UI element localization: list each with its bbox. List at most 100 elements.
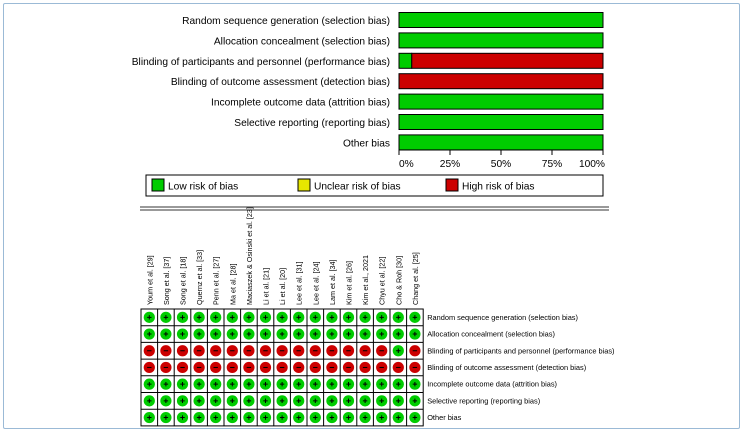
study-label: Li et al. [20] bbox=[278, 268, 287, 305]
plus-icon bbox=[329, 415, 335, 420]
domain-label: Blinding of outcome assessment (detectio… bbox=[427, 363, 586, 372]
plus-icon bbox=[329, 398, 335, 404]
category-label: Blinding of outcome assessment (detectio… bbox=[171, 77, 390, 88]
plus-icon bbox=[147, 398, 152, 404]
chart-legend: Low risk of bias Unclear risk of bias High… bbox=[145, 174, 604, 197]
plus-icon bbox=[279, 381, 285, 387]
study-label: Chyu et al. [22] bbox=[378, 257, 387, 305]
plus-icon bbox=[346, 398, 351, 404]
plus-icon bbox=[329, 381, 335, 387]
plus-icon bbox=[362, 381, 368, 387]
section-divider bbox=[140, 206, 609, 211]
domain-label: Random sequence generation (selection bi… bbox=[427, 313, 578, 322]
plus-icon bbox=[313, 415, 318, 420]
plus-icon bbox=[329, 331, 335, 337]
study-label: Chang et al. [25] bbox=[411, 252, 420, 305]
plus-icon bbox=[180, 398, 185, 404]
bar-segment bbox=[398, 12, 604, 28]
plus-icon bbox=[213, 415, 218, 420]
plus-icon bbox=[346, 331, 351, 337]
plus-icon bbox=[362, 415, 368, 420]
x-tick-label: 25% bbox=[440, 159, 460, 170]
plus-icon bbox=[362, 331, 368, 337]
plus-icon bbox=[396, 381, 401, 387]
plus-icon bbox=[379, 398, 384, 404]
study-label: Song et al. [18] bbox=[179, 257, 188, 305]
legend-box bbox=[145, 174, 604, 197]
plus-icon bbox=[412, 331, 418, 337]
plus-icon bbox=[346, 315, 351, 320]
plus-icon bbox=[163, 331, 169, 337]
plus-icon bbox=[296, 415, 301, 420]
plus-icon bbox=[246, 415, 252, 420]
figure-frame bbox=[3, 3, 740, 429]
plus-icon bbox=[163, 381, 169, 387]
plus-icon bbox=[230, 398, 235, 404]
plus-icon bbox=[230, 315, 235, 320]
study-label: Song et al. [37] bbox=[162, 257, 171, 305]
category-label: Incomplete outcome data (attrition bias) bbox=[211, 98, 390, 109]
bar-segment bbox=[398, 73, 604, 90]
risk-of-bias-table: Youm et al. [29] Song et al. [37] Song et … bbox=[140, 207, 615, 427]
plus-icon bbox=[346, 381, 351, 387]
plus-icon bbox=[213, 331, 218, 337]
plus-icon bbox=[263, 398, 268, 404]
study-label: Penn et al. [27] bbox=[212, 257, 221, 305]
plus-icon bbox=[263, 415, 268, 420]
plus-icon bbox=[396, 348, 401, 353]
legend-swatch bbox=[297, 178, 311, 192]
study-label: Ma et al. [28] bbox=[228, 263, 237, 305]
plus-icon bbox=[379, 381, 384, 387]
plus-icon bbox=[379, 415, 384, 420]
plus-icon bbox=[213, 315, 218, 320]
plus-icon bbox=[412, 381, 418, 387]
category-label: Random sequence generation (selection bi… bbox=[182, 16, 390, 27]
plus-icon bbox=[412, 315, 418, 320]
legend-swatch bbox=[445, 178, 459, 192]
plus-icon bbox=[296, 398, 301, 404]
plus-icon bbox=[263, 381, 268, 387]
plus-icon bbox=[230, 331, 235, 337]
bar-segment bbox=[398, 114, 604, 130]
plus-icon bbox=[296, 315, 301, 320]
study-label: Lee et al. [31] bbox=[295, 261, 304, 305]
legend-label: Unclear risk of bias bbox=[314, 182, 401, 193]
plus-icon bbox=[313, 315, 318, 320]
category-label: Other bias bbox=[343, 138, 390, 149]
study-label: Lam et al. [34] bbox=[328, 259, 337, 305]
plus-icon bbox=[147, 315, 152, 320]
bar-segment bbox=[411, 52, 604, 69]
plus-icon bbox=[180, 315, 185, 320]
study-label: Li et al. [21] bbox=[262, 268, 271, 305]
plus-icon bbox=[196, 315, 202, 320]
plus-icon bbox=[396, 398, 401, 404]
plus-icon bbox=[379, 331, 384, 337]
study-label: Quernz et al. [33] bbox=[195, 250, 204, 305]
plus-icon bbox=[279, 415, 285, 420]
domain-label: Blinding of participants and personnel (… bbox=[427, 346, 614, 355]
risk-of-bias-summary-chart: Random sequence generation (selection bi… bbox=[132, 12, 605, 170]
study-label: Youm et al. [29] bbox=[145, 255, 154, 305]
plus-icon bbox=[296, 381, 301, 387]
plus-icon bbox=[362, 398, 368, 404]
plus-icon bbox=[396, 415, 401, 420]
plus-icon bbox=[246, 315, 252, 320]
domain-label: Selective reporting (reporting bias) bbox=[427, 396, 540, 405]
category-label: Blinding of participants and personnel (… bbox=[132, 57, 390, 68]
plus-icon bbox=[147, 415, 152, 420]
plus-icon bbox=[313, 381, 318, 387]
study-label: Maciaszek & Osinski et al. [23] bbox=[245, 207, 254, 305]
x-tick-label: 0% bbox=[399, 159, 414, 170]
study-label: Cho & Roh [30] bbox=[394, 256, 403, 305]
category-label: Selective reporting (reporting bias) bbox=[234, 118, 390, 129]
plus-icon bbox=[213, 381, 218, 387]
x-tick-label: 50% bbox=[491, 159, 511, 170]
plus-icon bbox=[346, 415, 351, 420]
plus-icon bbox=[196, 381, 202, 387]
legend-label: Low risk of bias bbox=[168, 182, 238, 193]
plus-icon bbox=[246, 331, 252, 337]
plus-icon bbox=[263, 315, 268, 320]
plus-icon bbox=[396, 331, 401, 337]
plus-icon bbox=[396, 315, 401, 320]
